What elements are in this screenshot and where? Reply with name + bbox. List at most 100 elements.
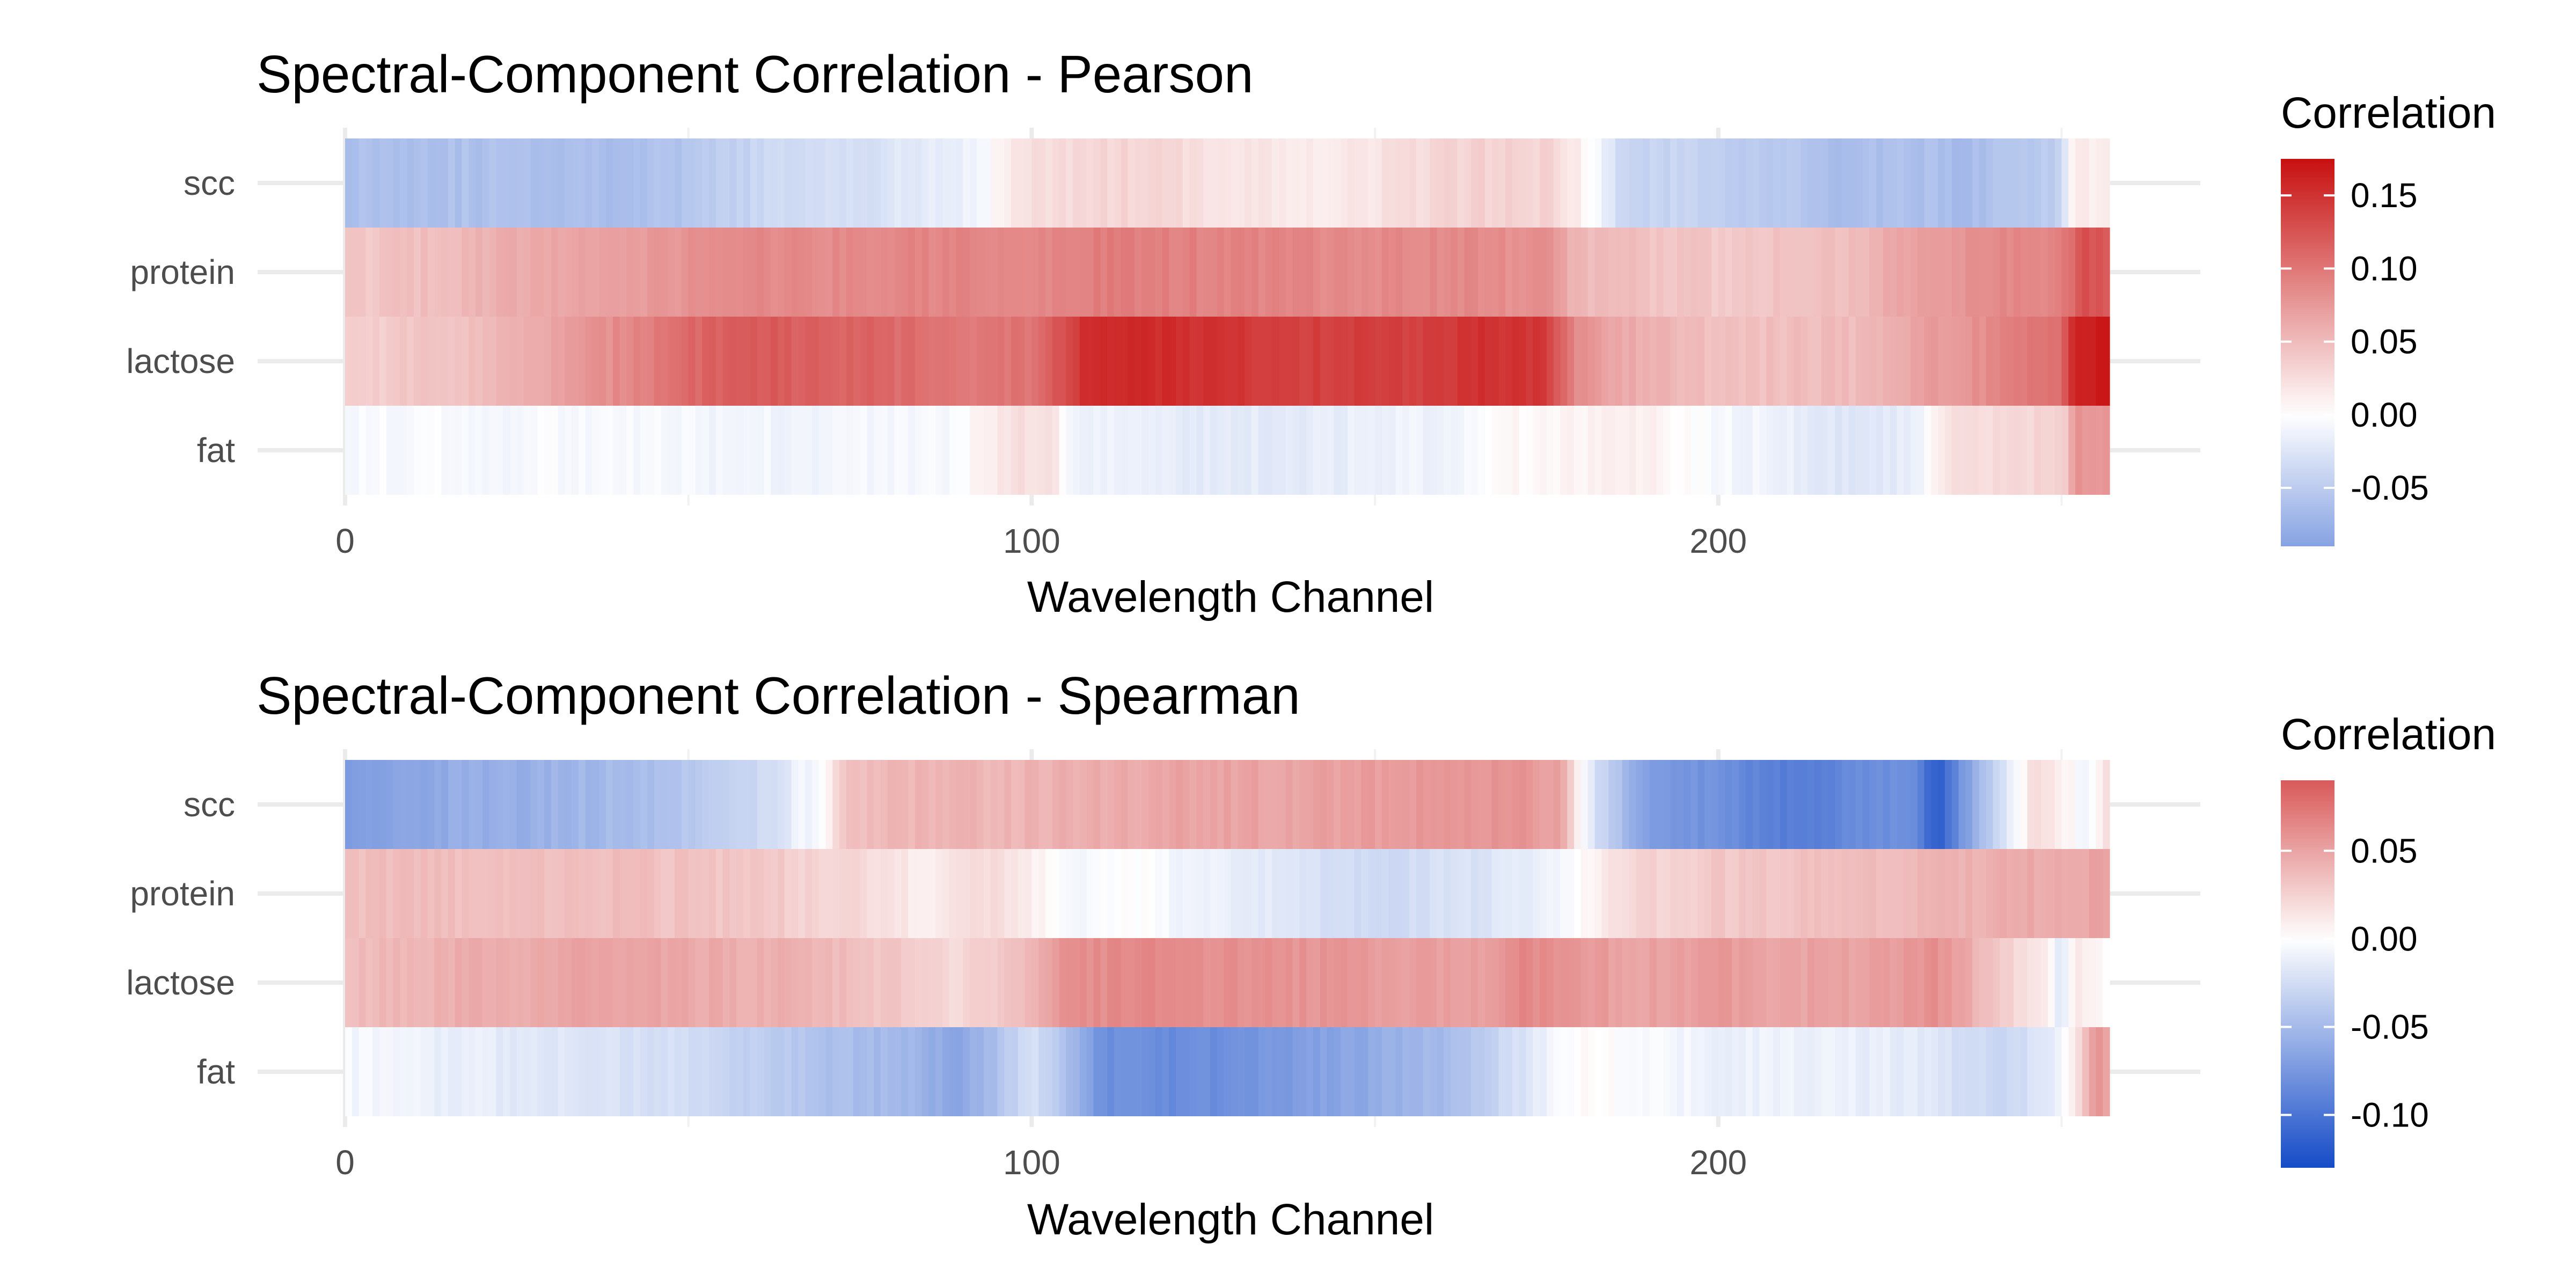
heatmap-cell-protein xyxy=(722,228,730,317)
heatmap-cell-scc xyxy=(503,760,510,849)
heatmap-cell-lactose xyxy=(2047,938,2055,1027)
heatmap-cell-scc xyxy=(2007,760,2014,849)
heatmap-cell-fat xyxy=(1045,1027,1053,1116)
heatmap-cell-lactose xyxy=(771,317,778,406)
heatmap-cell-scc xyxy=(715,760,723,849)
heatmap-cell-lactose xyxy=(1732,938,1739,1027)
heatmap-cell-scc xyxy=(860,138,867,228)
heatmap-cell-lactose xyxy=(1807,938,1815,1027)
heatmap-cell-lactose xyxy=(1546,938,1554,1027)
heatmap-cell-scc xyxy=(537,760,545,849)
heatmap-cell-protein xyxy=(1182,228,1190,317)
heatmap-cell-lactose xyxy=(1519,317,1527,406)
heatmap-cell-scc xyxy=(599,760,606,849)
heatmap-cell-lactose xyxy=(1107,317,1115,406)
heatmap-cell-protein xyxy=(688,849,696,938)
heatmap-cell-protein xyxy=(1498,849,1506,938)
heatmap-cell-lactose xyxy=(688,938,696,1027)
heatmap-cell-lactose xyxy=(1011,317,1019,406)
heatmap-cell-fat xyxy=(1677,1027,1685,1116)
heatmap-cell-protein xyxy=(1135,849,1142,938)
heatmap-cell-lactose xyxy=(1477,938,1485,1027)
heatmap-cell-lactose xyxy=(427,938,435,1027)
heatmap-cell-scc xyxy=(942,138,950,228)
heatmap-cell-scc xyxy=(811,760,819,849)
heatmap-cell-protein xyxy=(565,849,572,938)
y-tick-label: fat xyxy=(197,1052,235,1091)
heatmap-cell-lactose xyxy=(1155,938,1163,1027)
heatmap-cell-scc xyxy=(1931,138,1938,228)
heatmap-cell-scc xyxy=(1917,138,1925,228)
heatmap-cell-scc xyxy=(345,138,353,228)
legend-colorbar xyxy=(2281,780,2334,1168)
heatmap-cell-fat xyxy=(1787,1027,1795,1116)
heatmap-cell-fat xyxy=(1224,1027,1231,1116)
heatmap-cell-fat xyxy=(1801,406,1808,495)
heatmap-cell-lactose xyxy=(771,938,778,1027)
heatmap-cell-fat xyxy=(407,406,414,495)
heatmap-cell-lactose xyxy=(1883,317,1891,406)
heatmap-cell-fat xyxy=(1196,406,1204,495)
heatmap-cell-fat xyxy=(2013,1027,2021,1116)
heatmap-cell-lactose xyxy=(880,317,888,406)
heatmap-cell-scc xyxy=(1739,138,1746,228)
heatmap-cell-scc xyxy=(1107,760,1115,849)
heatmap-cell-scc xyxy=(1986,760,1994,849)
heatmap-cell-lactose xyxy=(1759,317,1767,406)
heatmap-cell-fat xyxy=(393,1027,400,1116)
heatmap-cell-lactose xyxy=(1732,317,1739,406)
heatmap-cell-lactose xyxy=(784,317,792,406)
heatmap-cell-fat xyxy=(1114,1027,1122,1116)
heatmap-cell-protein xyxy=(1388,849,1396,938)
heatmap-cell-fat xyxy=(606,1027,613,1116)
heatmap-cell-scc xyxy=(1498,138,1506,228)
heatmap-cell-lactose xyxy=(619,317,627,406)
heatmap-cell-protein xyxy=(1285,849,1293,938)
heatmap-cell-fat xyxy=(1381,1027,1389,1116)
heatmap-cell-fat xyxy=(1972,406,1980,495)
heatmap-cell-lactose xyxy=(1231,938,1238,1027)
heatmap-cell-fat xyxy=(441,406,449,495)
heatmap-cell-scc xyxy=(358,138,366,228)
heatmap-cell-lactose xyxy=(1690,317,1698,406)
heatmap-cell-fat xyxy=(2034,406,2041,495)
heatmap-cell-fat xyxy=(1107,406,1115,495)
heatmap-cell-protein xyxy=(764,849,771,938)
heatmap-cell-lactose xyxy=(1869,938,1877,1027)
heatmap-cell-fat xyxy=(1704,1027,1712,1116)
heatmap-cell-scc xyxy=(1272,760,1279,849)
heatmap-cell-scc xyxy=(1828,138,1835,228)
heatmap-cell-lactose xyxy=(1128,938,1135,1027)
heatmap-cell-lactose xyxy=(1910,938,1918,1027)
heatmap-cell-protein xyxy=(544,849,552,938)
heatmap-cell-lactose xyxy=(462,317,469,406)
heatmap-cell-lactose xyxy=(1306,938,1314,1027)
heatmap-cell-lactose xyxy=(599,938,606,1027)
heatmap-cell-lactose xyxy=(1931,938,1938,1027)
heatmap-cell-lactose xyxy=(894,938,902,1027)
spearman-heatmap xyxy=(345,760,2110,1116)
heatmap-cell-protein xyxy=(771,228,778,317)
heatmap-cell-fat xyxy=(1038,1027,1046,1116)
heatmap-cell-protein xyxy=(1807,849,1815,938)
heatmap-cell-fat xyxy=(867,1027,874,1116)
heatmap-cell-protein xyxy=(365,849,373,938)
heatmap-cell-fat xyxy=(1381,406,1389,495)
heatmap-cell-scc xyxy=(1725,760,1732,849)
heatmap-cell-protein xyxy=(510,228,517,317)
heatmap-cell-scc xyxy=(1690,138,1698,228)
heatmap-cell-protein xyxy=(1278,849,1286,938)
heatmap-cell-scc xyxy=(1944,760,1952,849)
heatmap-cell-scc xyxy=(1031,138,1039,228)
heatmap-cell-scc xyxy=(1011,760,1019,849)
heatmap-cell-scc xyxy=(874,760,881,849)
heatmap-cell-protein xyxy=(523,849,531,938)
heatmap-cell-fat xyxy=(413,406,421,495)
heatmap-cell-lactose xyxy=(1471,938,1479,1027)
heatmap-cell-scc xyxy=(1217,138,1225,228)
heatmap-cell-fat xyxy=(1677,406,1685,495)
heatmap-cell-protein xyxy=(1801,228,1808,317)
heatmap-cell-scc xyxy=(1018,760,1026,849)
heatmap-cell-scc xyxy=(1162,760,1169,849)
heatmap-cell-scc xyxy=(572,760,579,849)
